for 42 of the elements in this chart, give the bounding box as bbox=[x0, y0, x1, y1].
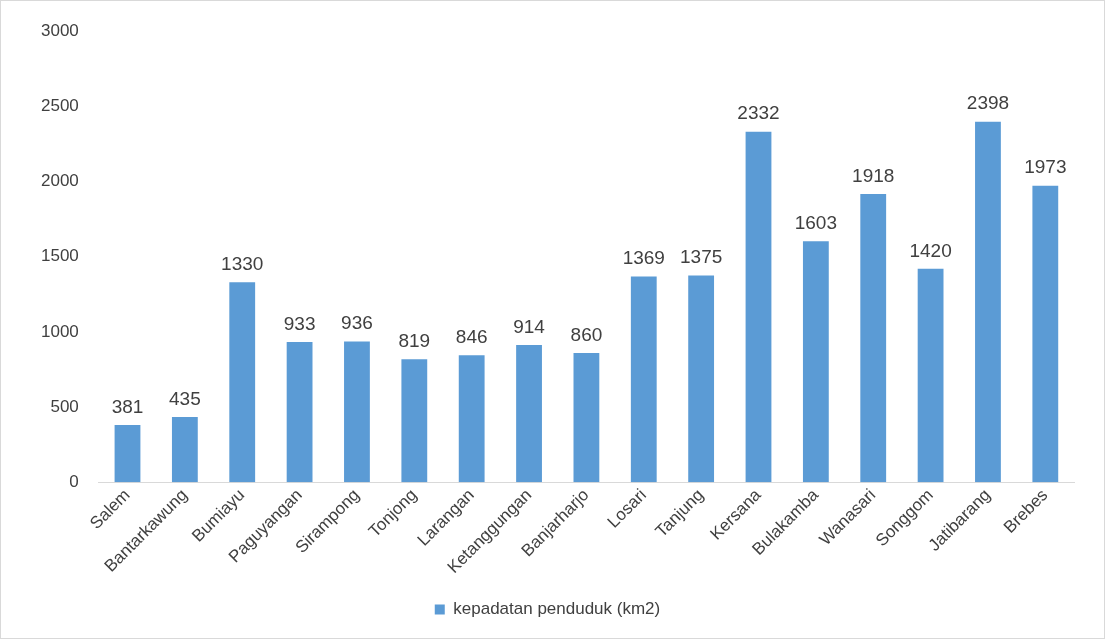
y-tick-label: 500 bbox=[50, 396, 79, 416]
data-label: 1330 bbox=[221, 253, 264, 275]
y-tick-label: 2000 bbox=[40, 171, 79, 191]
data-label: 819 bbox=[398, 329, 431, 351]
bar bbox=[1032, 185, 1059, 483]
data-label: 2332 bbox=[737, 102, 780, 124]
bar bbox=[401, 359, 428, 483]
data-label: 1375 bbox=[680, 246, 723, 268]
data-label: 933 bbox=[283, 312, 316, 334]
data-label: 435 bbox=[169, 387, 201, 409]
y-tick-label: 0 bbox=[69, 472, 79, 492]
bar bbox=[458, 355, 485, 483]
bar bbox=[114, 425, 141, 483]
data-label: 846 bbox=[455, 325, 488, 347]
data-label: 2398 bbox=[966, 92, 1010, 114]
bar bbox=[344, 341, 370, 483]
data-label: 1420 bbox=[909, 239, 952, 261]
data-label: 1973 bbox=[1024, 156, 1067, 178]
bar bbox=[229, 282, 256, 483]
legend-label: kepadatan penduduk (km2) bbox=[453, 599, 661, 619]
bar bbox=[745, 131, 772, 483]
bar bbox=[573, 353, 600, 483]
data-label: 936 bbox=[341, 312, 373, 334]
bar bbox=[860, 193, 887, 483]
bar bbox=[171, 416, 198, 483]
data-label: 381 bbox=[111, 395, 144, 417]
y-tick-label: 1000 bbox=[40, 321, 79, 341]
bar bbox=[516, 344, 542, 483]
bar bbox=[630, 276, 657, 483]
bar bbox=[688, 275, 715, 483]
y-tick-label: 2500 bbox=[40, 96, 79, 116]
data-label: 914 bbox=[513, 315, 546, 337]
data-label: 860 bbox=[570, 323, 603, 345]
y-tick-label: 1500 bbox=[40, 246, 79, 266]
data-label: 1603 bbox=[794, 212, 837, 234]
bar bbox=[917, 268, 944, 483]
bar bbox=[286, 342, 313, 483]
bar bbox=[975, 121, 1001, 483]
data-label: 1369 bbox=[622, 247, 665, 269]
bar bbox=[802, 241, 829, 483]
data-label: 1918 bbox=[852, 164, 895, 186]
y-tick-label: 3000 bbox=[40, 20, 79, 40]
